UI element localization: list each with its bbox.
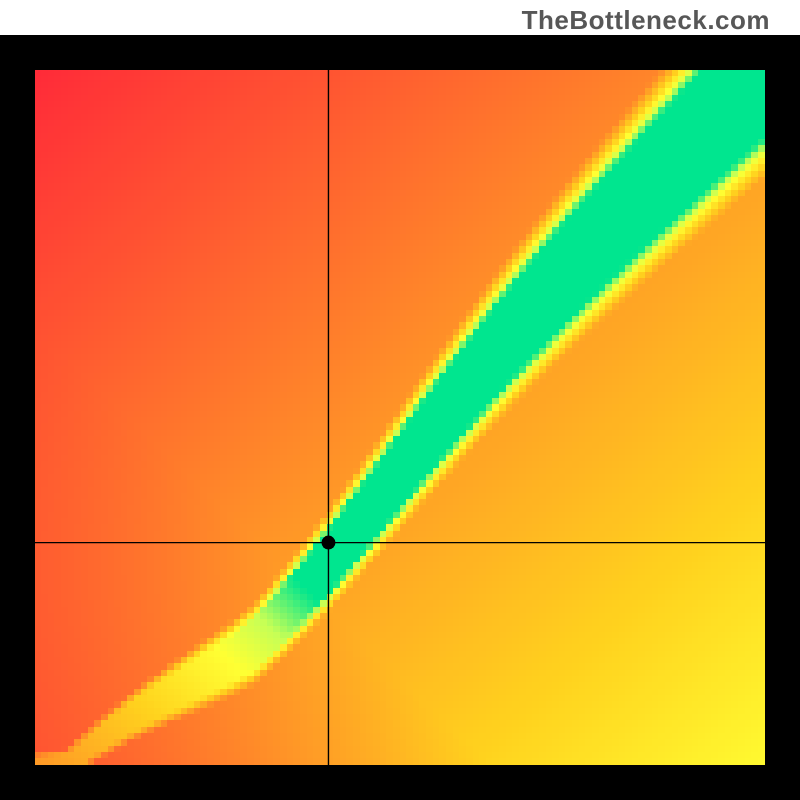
heatmap-canvas-holder <box>35 70 765 765</box>
watermark-text: TheBottleneck.com <box>522 5 770 36</box>
heatmap-canvas <box>35 70 765 765</box>
